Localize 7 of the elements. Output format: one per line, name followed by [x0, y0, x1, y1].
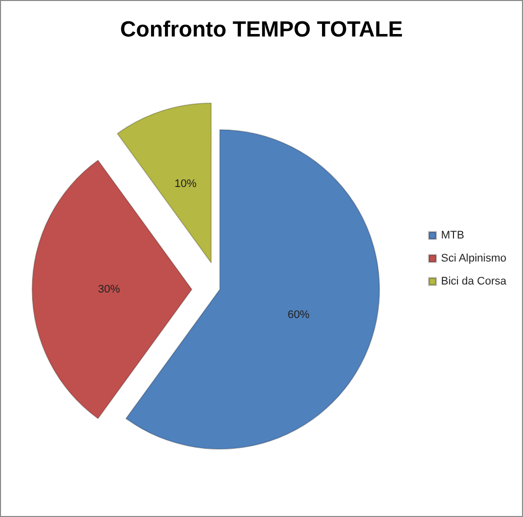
- legend-label: Sci Alpinismo: [440, 252, 506, 264]
- data-label: 30%: [98, 283, 120, 296]
- legend-label: Bici da Corsa: [440, 276, 508, 288]
- legend-label: MTB: [440, 230, 464, 242]
- data-label: 60%: [288, 308, 310, 321]
- data-label: 10%: [174, 178, 197, 190]
- chart-title: Confronto TEMPO TOTALE: [120, 16, 403, 42]
